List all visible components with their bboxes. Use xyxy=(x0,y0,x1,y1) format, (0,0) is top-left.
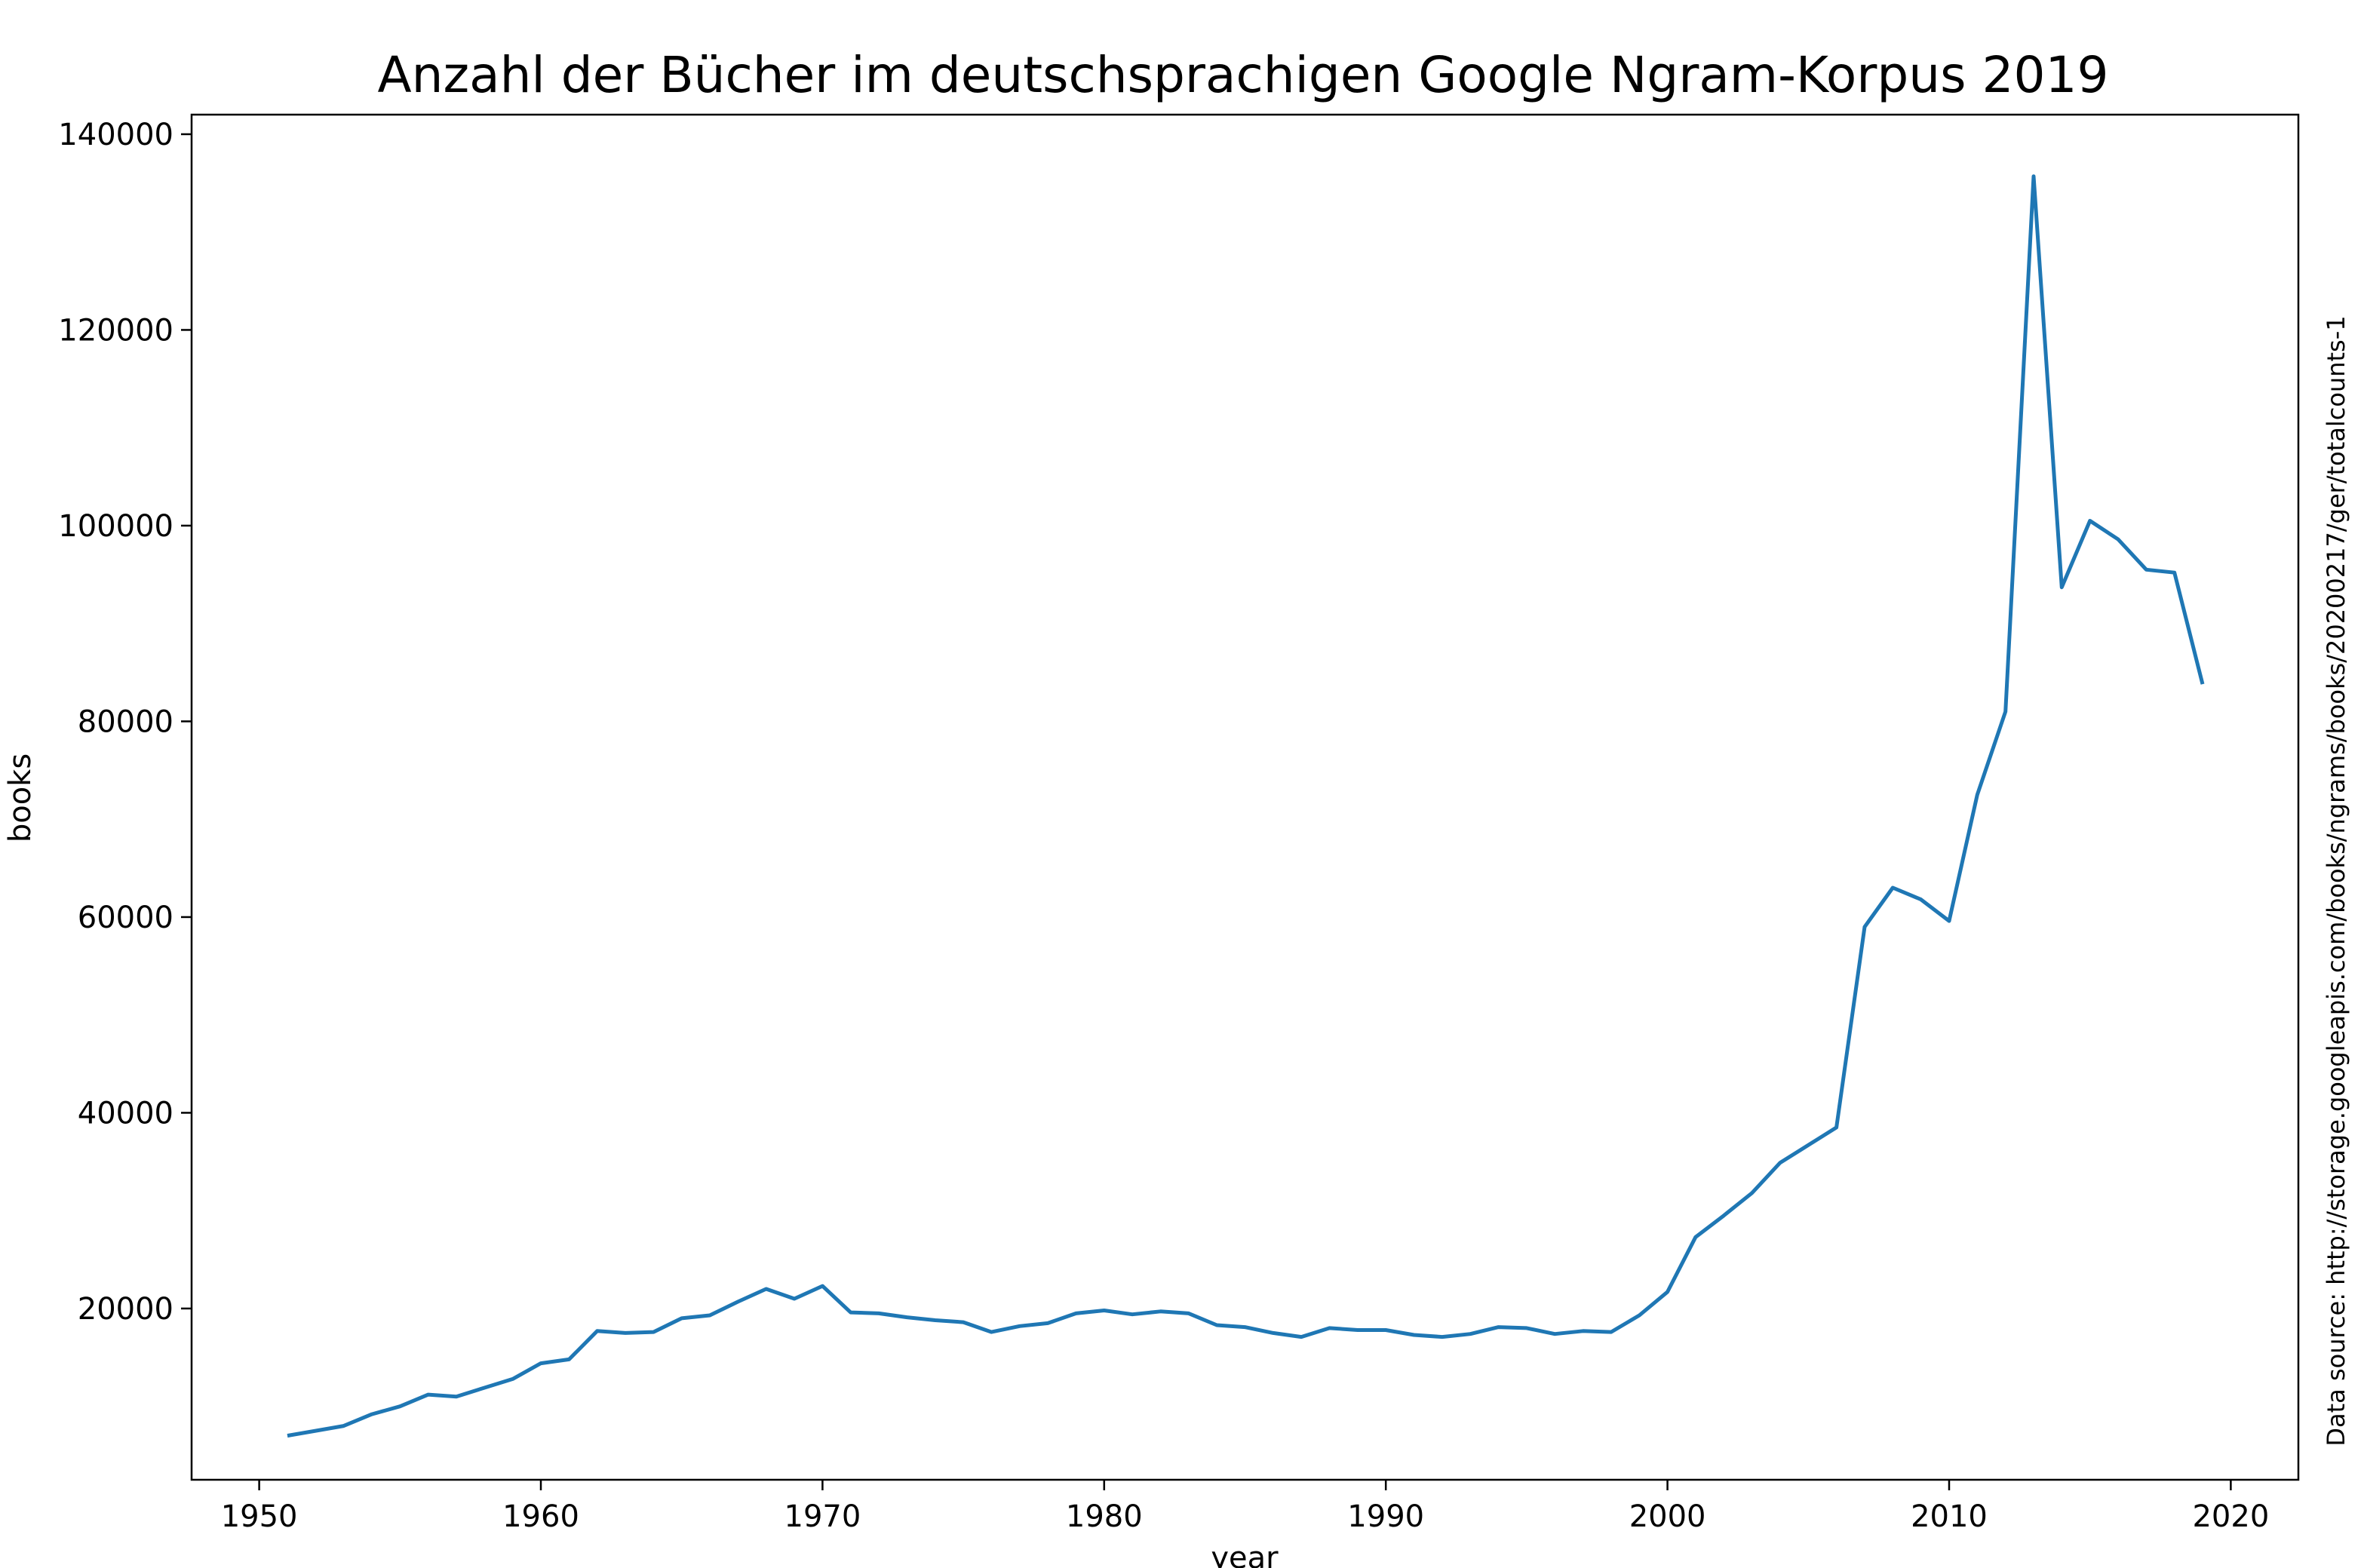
x-tick-label: 1970 xyxy=(784,1499,861,1534)
x-axis-label: year xyxy=(1211,1541,1279,1568)
x-tick-label: 1980 xyxy=(1066,1499,1143,1534)
y-tick-label: 20000 xyxy=(78,1292,173,1327)
x-tick-label: 1990 xyxy=(1347,1499,1424,1534)
chart-title: Anzahl der Bücher im deutschsprachigen G… xyxy=(378,46,2109,104)
data-source-note: Data source: http://storage.googleapis.c… xyxy=(2322,315,2350,1446)
series-line xyxy=(287,174,2205,1438)
x-tick-label: 1960 xyxy=(502,1499,579,1534)
x-axis-ticks: 1950 1960 1970 1980 1990 2000 2010 2020 xyxy=(221,1480,2269,1534)
x-tick-label: 2000 xyxy=(1629,1499,1706,1534)
x-tick-label: 2020 xyxy=(2192,1499,2269,1534)
y-tick-label: 80000 xyxy=(78,704,173,739)
y-tick-label: 60000 xyxy=(78,901,173,935)
y-tick-label: 120000 xyxy=(58,313,173,348)
y-tick-label: 40000 xyxy=(78,1096,173,1131)
plot-frame xyxy=(190,113,2300,1481)
y-axis-ticks: 20000 40000 60000 80000 100000 120000 140000 xyxy=(58,118,192,1327)
x-tick-label: 2010 xyxy=(1911,1499,1988,1534)
y-tick-label: 100000 xyxy=(58,509,173,544)
y-axis-label: books xyxy=(3,753,38,842)
x-tick-label: 1950 xyxy=(221,1499,298,1534)
y-tick-label: 140000 xyxy=(58,118,173,152)
